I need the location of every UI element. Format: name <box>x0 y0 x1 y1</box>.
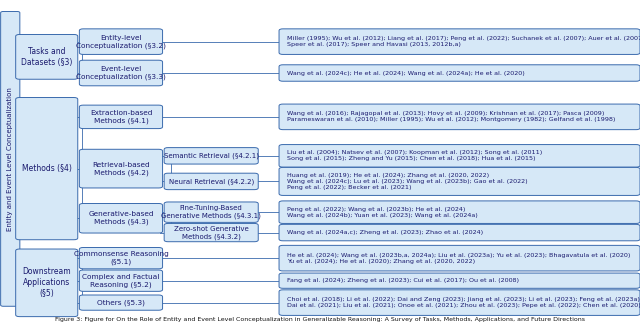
FancyBboxPatch shape <box>164 223 259 242</box>
Text: Event-level
Conceptualization (§3.3): Event-level Conceptualization (§3.3) <box>76 66 166 80</box>
FancyBboxPatch shape <box>279 65 640 81</box>
Text: Downstream
Applications
(§5): Downstream Applications (§5) <box>22 267 71 299</box>
FancyBboxPatch shape <box>79 204 163 233</box>
FancyBboxPatch shape <box>279 290 640 315</box>
Text: Figure 3: Figure for On the Role of Entity and Event Level Conceptualization in : Figure 3: Figure for On the Role of Enti… <box>55 317 585 322</box>
FancyBboxPatch shape <box>15 249 78 317</box>
FancyBboxPatch shape <box>164 173 259 190</box>
Text: Huang et al. (2019); He et al. (2024); Zhang et al. (2020, 2022)
Wang et al. (20: Huang et al. (2019); He et al. (2024); Z… <box>287 173 528 190</box>
FancyBboxPatch shape <box>279 104 640 130</box>
Text: Entity and Event Level Conceptualization: Entity and Event Level Conceptualization <box>7 87 13 231</box>
FancyBboxPatch shape <box>79 295 163 310</box>
Text: Generative-based
Methods (§4.3): Generative-based Methods (§4.3) <box>88 211 154 225</box>
Text: Retrieval-based
Methods (§4.2): Retrieval-based Methods (§4.2) <box>92 162 150 176</box>
Text: Wang et al. (2024a,c); Zheng et al. (2023); Zhao et al. (2024): Wang et al. (2024a,c); Zheng et al. (202… <box>287 230 483 235</box>
FancyBboxPatch shape <box>79 149 163 188</box>
FancyBboxPatch shape <box>79 29 163 54</box>
Text: Fine-Tuning-Based
Generative Methods (§4.3.1): Fine-Tuning-Based Generative Methods (§4… <box>161 205 261 219</box>
FancyBboxPatch shape <box>79 248 163 269</box>
FancyBboxPatch shape <box>279 145 640 167</box>
FancyBboxPatch shape <box>279 273 640 288</box>
FancyBboxPatch shape <box>279 224 640 241</box>
FancyBboxPatch shape <box>279 201 640 223</box>
Text: Methods (§4): Methods (§4) <box>22 164 72 173</box>
FancyBboxPatch shape <box>279 167 640 195</box>
Text: Fang et al. (2024); Zheng et al. (2023); Cui et al. (2017); Ou et al. (2008): Fang et al. (2024); Zheng et al. (2023);… <box>287 278 520 283</box>
Text: Peng et al. (2022); Wang et al. (2023b); He et al. (2024)
Wang et al. (2024b); Y: Peng et al. (2022); Wang et al. (2023b);… <box>287 207 478 218</box>
Text: Liu et al. (2004); Natsev et al. (2007); Koopman et al. (2012); Song et al. (201: Liu et al. (2004); Natsev et al. (2007);… <box>287 150 543 162</box>
Text: Tasks and
Datasets (§3): Tasks and Datasets (§3) <box>21 47 72 67</box>
FancyBboxPatch shape <box>279 245 640 271</box>
Text: Zero-shot Generative
Methods (§4.3.2): Zero-shot Generative Methods (§4.3.2) <box>174 225 248 240</box>
FancyBboxPatch shape <box>164 148 259 164</box>
FancyBboxPatch shape <box>15 34 78 79</box>
Text: Wang et al. (2024c); He et al. (2024); Wang et al. (2024a); He et al. (2020): Wang et al. (2024c); He et al. (2024); W… <box>287 71 525 75</box>
Text: Extraction-based
Methods (§4.1): Extraction-based Methods (§4.1) <box>90 110 152 124</box>
Text: He et al. (2024); Wang et al. (2023b,a, 2024a); Liu et al. (2023a); Yu et al. (2: He et al. (2024); Wang et al. (2023b,a, … <box>287 253 631 264</box>
FancyBboxPatch shape <box>279 29 640 54</box>
FancyBboxPatch shape <box>15 98 78 240</box>
Text: Choi et al. (2018); Li et al. (2022); Dai and Zeng (2023); Jiang et al. (2023); : Choi et al. (2018); Li et al. (2022); Da… <box>287 297 640 308</box>
FancyBboxPatch shape <box>79 60 163 86</box>
Text: Complex and Factual
Reasoning (§5.2): Complex and Factual Reasoning (§5.2) <box>83 274 159 288</box>
Text: Semantic Retrieval (§4.2.1): Semantic Retrieval (§4.2.1) <box>164 153 259 159</box>
Text: Others (§5.3): Others (§5.3) <box>97 299 145 306</box>
FancyBboxPatch shape <box>79 105 163 128</box>
FancyBboxPatch shape <box>79 270 163 291</box>
Text: Wang et al. (2016); Rajagopal et al. (2013); Hovy et al. (2009); Krishnan et al.: Wang et al. (2016); Rajagopal et al. (20… <box>287 111 616 122</box>
Text: Miller (1995); Wu et al. (2012); Liang et al. (2017); Peng et al. (2022); Suchan: Miller (1995); Wu et al. (2012); Liang e… <box>287 36 640 47</box>
Text: Neural Retrieval (§4.2.2): Neural Retrieval (§4.2.2) <box>168 178 254 185</box>
Text: Entity-level
Conceptualization (§3.2): Entity-level Conceptualization (§3.2) <box>76 35 166 49</box>
Text: Commonsense Reasoning
(§5.1): Commonsense Reasoning (§5.1) <box>74 251 168 265</box>
FancyBboxPatch shape <box>164 202 259 222</box>
FancyBboxPatch shape <box>1 12 20 306</box>
